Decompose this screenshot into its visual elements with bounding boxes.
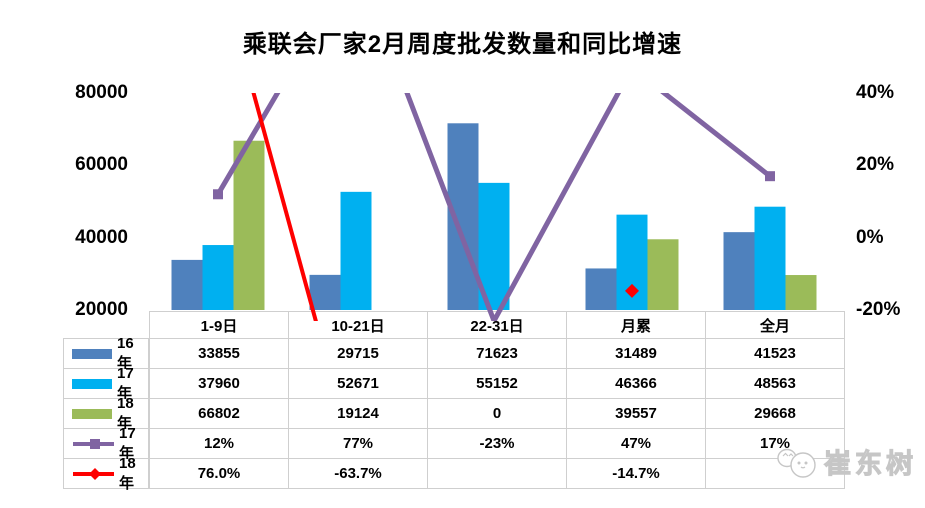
table-cell-18年-1-9日: 76.0% xyxy=(150,459,288,488)
table-cell-17年-月累: 47% xyxy=(567,429,705,458)
bar-16年-22-31日 xyxy=(447,123,479,310)
bar-17年-1-9日 xyxy=(202,245,234,310)
table-cell-17年-22-31日: 55152 xyxy=(428,369,566,398)
bar-18年-1-9日 xyxy=(233,140,265,310)
table-cell-18年-10-21日: -63.7% xyxy=(289,459,427,488)
column-header-月累: 月累 xyxy=(567,312,705,338)
column-header-22-31日: 22-31日 xyxy=(428,312,566,338)
table-cell-17年-10-21日: 52671 xyxy=(289,369,427,398)
table-cell-17年-全月: 17% xyxy=(706,429,844,458)
bar-17年-月累 xyxy=(616,214,648,310)
legend-item-17年: 17年 xyxy=(64,425,148,462)
legend-line-swatch xyxy=(73,467,115,480)
column-header-1-9日: 1-9日 xyxy=(150,312,288,338)
left-axis-tick-80000: 80000 xyxy=(75,82,128,103)
legend-item-18年: 18年 xyxy=(64,455,148,492)
table-cell-16年-全月: 41523 xyxy=(706,339,844,368)
marker-square-1-9日 xyxy=(213,189,223,200)
legend-bar-swatch xyxy=(72,408,112,419)
table-cell-18年-月累: 39557 xyxy=(567,399,705,428)
table-cell-16年-22-31日: 71623 xyxy=(428,339,566,368)
marker-square-全月 xyxy=(765,171,775,182)
watermark: 崔东树 xyxy=(776,438,917,484)
table-cell-18年-22-31日 xyxy=(428,459,566,488)
right-axis-tick-20pct: 20% xyxy=(856,154,895,175)
legend-item-17年: 17年 xyxy=(64,365,148,402)
table-cell-16年-10-21日: 29715 xyxy=(289,339,427,368)
column-header-10-21日: 10-21日 xyxy=(289,312,427,338)
bar-17年-22-31日 xyxy=(478,182,510,310)
table-cell-16年-1-9日: 33855 xyxy=(150,339,288,368)
marker-diamond-月累 xyxy=(625,283,639,298)
legend-line-swatch xyxy=(73,438,115,449)
bar-16年-全月 xyxy=(723,232,755,310)
bar-18年-月累 xyxy=(647,239,679,310)
legend-label: 18年 xyxy=(119,454,136,492)
left-axis-tick-40000: 40000 xyxy=(75,227,128,248)
bar-16年-月累 xyxy=(585,268,617,310)
data-table: 1-9日 10-21日 22-31日 月累 全月 33855 29715 71623 31489… xyxy=(149,311,845,489)
bar-18年-全月 xyxy=(785,275,817,310)
table-cell-17年-全月: 48563 xyxy=(706,369,844,398)
bar-16年-1-9日 xyxy=(171,259,203,310)
legend-label: 16年 xyxy=(117,334,134,372)
legend-bar-swatch xyxy=(72,348,112,359)
right-axis-tick-0pct: 0% xyxy=(856,227,884,248)
legend-item-18年: 18年 xyxy=(64,395,148,432)
table-cell-17年-月累: 46366 xyxy=(567,369,705,398)
legend-bar-swatch xyxy=(72,378,112,389)
bar-16年-10-21日 xyxy=(309,274,341,310)
legend-label: 17年 xyxy=(119,424,136,462)
chart-title: 乘联会厂家2月周度批发数量和同比增速 xyxy=(242,31,683,58)
table-cell-18年-月累: -14.7% xyxy=(567,459,705,488)
chick-avatar-icon xyxy=(777,448,816,478)
legend-item-16年: 16年 xyxy=(64,335,148,372)
bar-series-group xyxy=(171,123,817,310)
legend-label: 18年 xyxy=(117,394,134,432)
legend-label: 17年 xyxy=(117,364,134,402)
table-cell-18年-10-21日: 19124 xyxy=(289,399,427,428)
table-cell-17年-10-21日: 77% xyxy=(289,429,427,458)
marker-square-月累 xyxy=(627,63,637,73)
left-axis-tick-20000: 20000 xyxy=(75,299,128,320)
left-axis-tick-60000: 60000 xyxy=(75,154,128,175)
bar-17年-全月 xyxy=(754,206,786,310)
table-cell-18年-22-31日: 0 xyxy=(428,399,566,428)
table-cell-17年-1-9日: 37960 xyxy=(150,369,288,398)
table-cell-18年-全月 xyxy=(706,459,844,488)
watermark-text: 崔东树 xyxy=(823,448,917,479)
column-header-全月: 全月 xyxy=(706,312,844,338)
right-axis-tick-n20pct: -20% xyxy=(856,299,901,320)
table-cell-18年-全月: 29668 xyxy=(706,399,844,428)
bar-17年-10-21日 xyxy=(340,191,372,310)
legend-column: 16年 17年 18年 17年 18年 xyxy=(63,335,149,492)
table-cell-18年-1-9日: 66802 xyxy=(150,399,288,428)
table-cell-16年-月累: 31489 xyxy=(567,339,705,368)
table-cell-17年-22-31日: -23% xyxy=(428,429,566,458)
right-axis-tick-40pct: 40% xyxy=(856,82,895,103)
table-cell-17年-1-9日: 12% xyxy=(150,429,288,458)
